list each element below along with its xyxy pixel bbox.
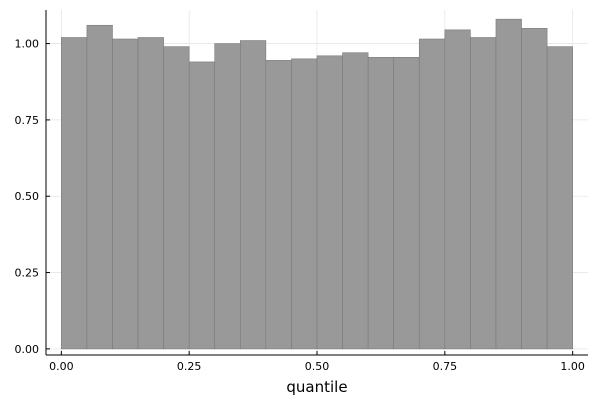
- x-axis-label: quantile: [286, 378, 347, 396]
- histogram-bar-9: [291, 58, 318, 350]
- y-tick-label-4: 1.00: [15, 38, 40, 51]
- histogram-bar-7: [240, 40, 267, 350]
- histogram-bar-11: [342, 52, 369, 350]
- x-tick-label-2: 0.50: [305, 360, 330, 373]
- histogram-bar-14: [418, 38, 446, 350]
- histogram-bar-8: [265, 60, 292, 350]
- histogram-bar-13: [393, 57, 420, 350]
- y-tick-label-0: 0.00: [15, 343, 40, 356]
- histogram-bar-3: [137, 37, 164, 350]
- histogram-bar-19: [546, 46, 573, 350]
- histogram-bar-6: [214, 43, 241, 350]
- histogram-bar-2: [112, 38, 139, 350]
- x-tick-label-0: 0.00: [49, 360, 74, 373]
- histogram-bar-0: [61, 37, 88, 350]
- y-tick-label-1: 0.25: [15, 267, 40, 280]
- x-tick-label-3: 0.75: [433, 360, 458, 373]
- x-tick-label-1: 0.25: [177, 360, 202, 373]
- y-tick-label-3: 0.75: [15, 114, 40, 127]
- histogram-bar-18: [521, 28, 548, 350]
- x-axis-ticks: 0.00 0.25 0.50 0.75 1.00: [49, 351, 585, 373]
- histogram-bars: [61, 18, 573, 350]
- histogram-bar-1: [86, 24, 113, 350]
- histogram-bar-16: [470, 37, 497, 350]
- histogram-bar-10: [316, 55, 343, 350]
- x-tick-label-4: 1.00: [560, 360, 585, 373]
- histogram-bar-5: [188, 61, 216, 350]
- y-tick-label-2: 0.50: [15, 190, 40, 203]
- histogram-bar-4: [163, 46, 190, 350]
- histogram-bar-17: [495, 18, 522, 350]
- histogram-bar-12: [367, 57, 394, 350]
- y-axis-ticks: 0.00 0.25 0.50 0.75 1.00: [15, 38, 50, 356]
- histogram-bar-15: [444, 29, 471, 350]
